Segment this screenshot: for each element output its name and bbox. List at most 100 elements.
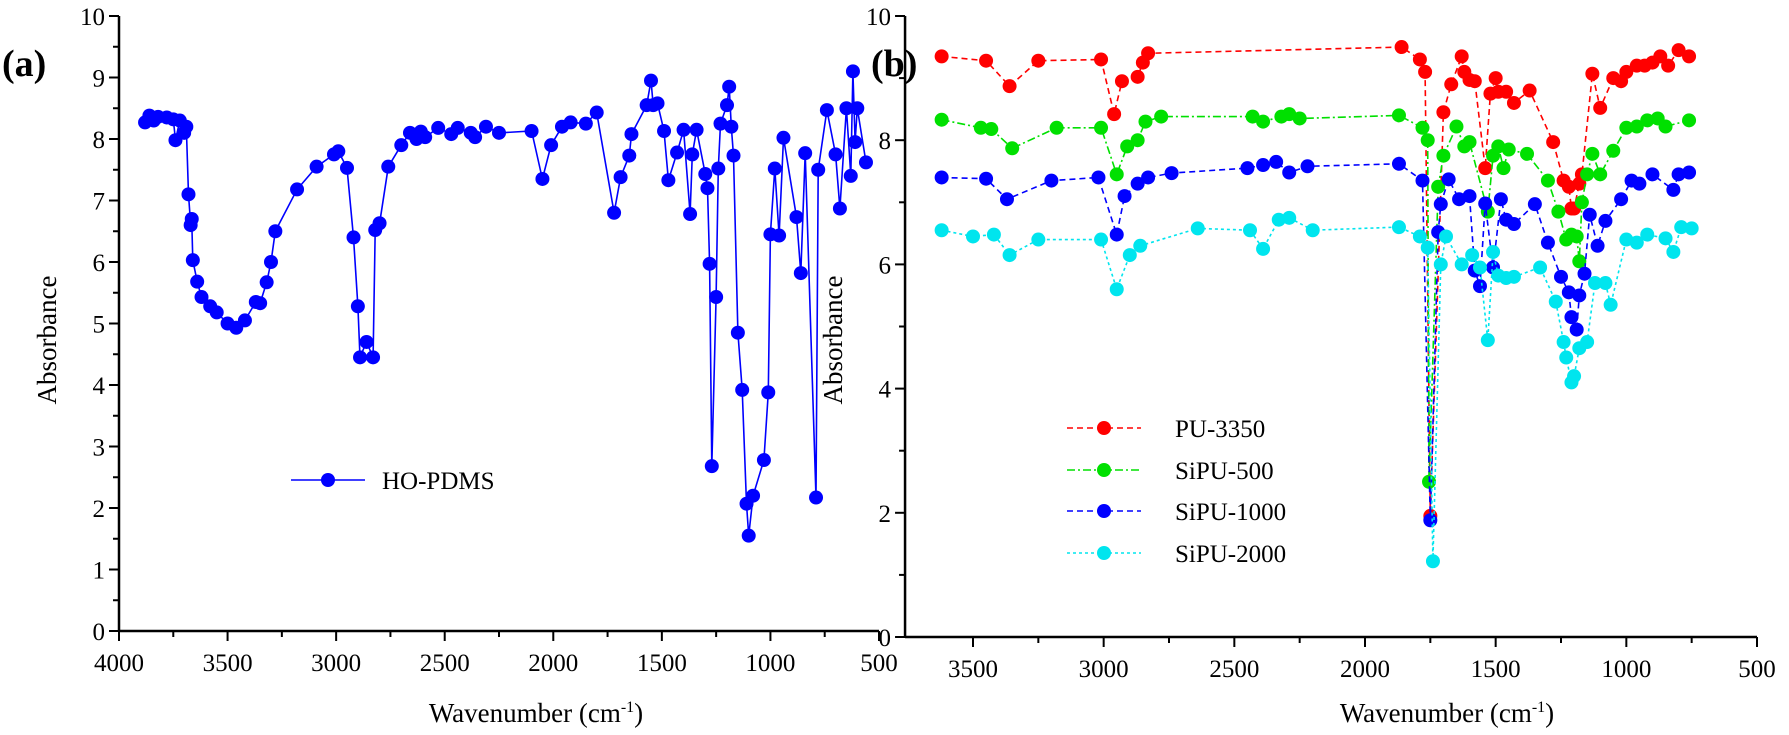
data-point (179, 119, 194, 134)
x-label-end: ) (1545, 698, 1554, 728)
data-point (1569, 322, 1584, 337)
y-tick-label: 10 (866, 4, 891, 31)
legend-item: SiPU-500 (1067, 458, 1274, 485)
data-point (237, 313, 252, 328)
data-point (340, 160, 354, 175)
y-tick-label: 4 (93, 373, 106, 400)
x-tick-label: 1500 (637, 650, 687, 677)
data-point (650, 96, 665, 111)
data-point (1572, 288, 1587, 303)
legend-marker (1097, 463, 1111, 477)
data-point (1603, 297, 1618, 312)
data-point (1391, 108, 1406, 123)
data-point (1582, 207, 1597, 222)
data-point (1682, 49, 1697, 64)
data-point (1527, 197, 1542, 212)
data-point (1480, 333, 1495, 348)
data-point (190, 274, 205, 289)
data-point (1141, 170, 1156, 185)
series-SiPU-2000 (934, 210, 1699, 569)
legend-label: PU-3350 (1175, 416, 1265, 443)
data-point (819, 103, 834, 118)
x-tick-label: 1000 (745, 650, 795, 677)
data-point (1031, 232, 1046, 247)
data-point (1256, 241, 1271, 256)
data-point (793, 266, 808, 281)
x-tick-label: 2500 (1209, 656, 1259, 683)
data-point (1107, 107, 1122, 122)
x-tick-label: 3500 (203, 650, 253, 677)
data-point (1619, 120, 1634, 135)
data-point (1540, 235, 1555, 250)
x-tick-label: 1000 (1601, 656, 1651, 683)
data-point (331, 144, 346, 159)
data-point (1433, 197, 1448, 212)
data-point (359, 334, 374, 349)
panel-a-x-axis-label: Wavenumber (cm-1) (429, 698, 643, 728)
data-point (934, 223, 949, 238)
data-point (622, 148, 637, 163)
data-point (661, 173, 676, 188)
data-point (1587, 276, 1602, 291)
data-point (563, 115, 578, 130)
data-point (1540, 173, 1555, 188)
data-point (746, 488, 761, 503)
data-point (624, 127, 639, 142)
data-point (979, 171, 994, 186)
data-point (1585, 66, 1600, 81)
data-point (1412, 52, 1427, 67)
data-point (1574, 195, 1589, 210)
data-point (372, 216, 387, 231)
data-point (1454, 49, 1469, 64)
data-point (789, 210, 804, 225)
data-point (1130, 133, 1145, 148)
data-point (1661, 58, 1676, 73)
y-tick-label: 0 (879, 625, 892, 652)
data-point (979, 53, 994, 68)
data-point (194, 290, 209, 305)
x-tick-label: 500 (1738, 656, 1776, 683)
data-point (544, 138, 559, 153)
data-point (704, 459, 719, 474)
data-point (1506, 95, 1521, 110)
data-point (1493, 192, 1508, 207)
data-point (478, 119, 493, 134)
data-point (934, 170, 949, 185)
data-point (1522, 83, 1537, 98)
legend-item: PU-3350 (1067, 416, 1265, 443)
data-point (1164, 166, 1179, 181)
data-point (1436, 105, 1451, 120)
data-point (1154, 109, 1169, 124)
y-tick-label: 5 (93, 312, 106, 339)
data-point (1606, 143, 1621, 158)
data-point (1577, 266, 1592, 281)
data-point (353, 350, 368, 365)
data-point (1444, 77, 1459, 92)
data-point (1629, 235, 1644, 250)
series-PU-3350 (934, 40, 1697, 523)
data-point (1682, 165, 1697, 180)
data-point (1391, 220, 1406, 235)
data-point (253, 296, 268, 311)
data-point (1632, 176, 1647, 191)
data-point (1130, 176, 1145, 191)
data-point (450, 120, 465, 135)
data-point (1472, 260, 1487, 275)
data-point (1391, 156, 1406, 171)
y-tick-label: 10 (80, 4, 105, 31)
x-label-text: Wavenumber (cm (429, 698, 621, 728)
data-point (1580, 335, 1595, 350)
legend-item: HO-PDMS (291, 468, 495, 495)
data-point (381, 159, 396, 174)
data-point (1091, 170, 1106, 185)
data-point (1305, 223, 1320, 238)
x-tick-label: 4000 (94, 650, 144, 677)
data-point (724, 119, 739, 134)
x-tick-label: 500 (860, 650, 898, 677)
panel-b-chart: (b) Absorbance Wavenumber (cm-1) 3500 300… (818, 4, 1776, 728)
data-point (1109, 167, 1124, 182)
data-point (1465, 248, 1480, 263)
data-point (1666, 182, 1681, 197)
data-point (772, 228, 787, 243)
